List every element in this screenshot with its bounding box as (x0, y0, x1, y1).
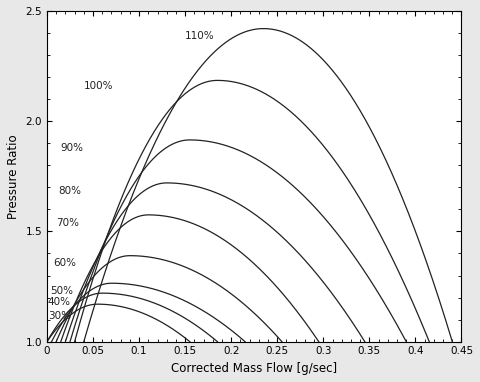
Y-axis label: Pressure Ratio: Pressure Ratio (7, 134, 20, 219)
Text: 30%: 30% (48, 311, 71, 321)
Text: 90%: 90% (61, 143, 84, 153)
Text: 70%: 70% (56, 218, 79, 228)
Text: 50%: 50% (50, 286, 73, 296)
Text: 100%: 100% (84, 81, 113, 91)
Text: 80%: 80% (58, 186, 81, 196)
Text: 60%: 60% (53, 258, 76, 268)
X-axis label: Corrected Mass Flow [g/sec]: Corrected Mass Flow [g/sec] (171, 362, 337, 375)
Text: 110%: 110% (185, 31, 215, 41)
Text: 40%: 40% (48, 298, 71, 308)
